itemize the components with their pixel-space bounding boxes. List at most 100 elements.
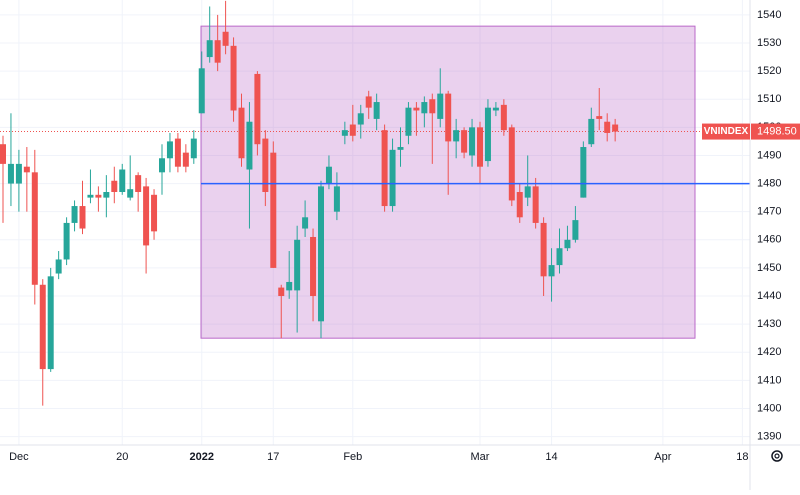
candle-body — [39, 284, 46, 370]
candle-body — [325, 166, 332, 184]
candle-body — [389, 149, 396, 207]
x-tick-label: 14 — [545, 451, 557, 463]
candle-body — [159, 158, 165, 173]
price-label: 1498.50 — [757, 125, 797, 137]
candle-body — [198, 68, 205, 114]
gear — [771, 450, 783, 462]
candle-body — [612, 124, 619, 132]
x-tick-label: Apr — [654, 451, 671, 463]
x-tick-label: 2022 — [190, 451, 214, 463]
candle-body — [532, 186, 539, 223]
candle-body — [318, 186, 324, 322]
candle-body — [230, 45, 237, 111]
candle-body — [310, 236, 317, 297]
candle-body — [445, 93, 452, 142]
candle-body — [23, 166, 30, 173]
y-tick-label: 1480 — [757, 177, 781, 189]
x-tick-label: Feb — [343, 451, 362, 463]
candle-body — [333, 186, 340, 212]
candle-body — [254, 73, 261, 145]
axes: 1390140014101420143014401450146014701480… — [9, 9, 800, 463]
candle-body — [143, 186, 150, 246]
candle-body — [524, 186, 531, 198]
candle-body — [357, 113, 364, 125]
candle-body — [135, 175, 142, 192]
candle-body — [7, 163, 14, 184]
candle-body — [437, 93, 444, 119]
y-tick-label: 1460 — [757, 234, 781, 246]
symbol-label: VNINDEX — [704, 126, 749, 137]
candle-body — [71, 206, 78, 223]
plot — [0, 0, 750, 406]
candle-body — [413, 107, 420, 111]
candle-body — [286, 281, 293, 291]
candle-body — [278, 287, 285, 297]
candle-body — [15, 163, 22, 184]
candle-body — [341, 130, 348, 136]
candle-body — [540, 222, 547, 277]
x-tick-label: 20 — [116, 451, 128, 463]
candle-body — [492, 107, 499, 111]
candle-body — [63, 222, 70, 260]
candle-body — [214, 40, 221, 63]
candle-body — [166, 141, 173, 159]
candle-body — [572, 220, 579, 240]
candle-body — [238, 107, 245, 159]
candle-body — [95, 194, 102, 198]
price-badge — [751, 123, 800, 140]
candle-body — [262, 138, 269, 192]
candle-body — [127, 189, 134, 198]
y-tick-label: 1450 — [757, 262, 781, 274]
x-tick-label: Mar — [471, 451, 490, 463]
candle-body — [548, 265, 555, 277]
x-tick-label: 18 — [736, 451, 748, 463]
y-tick-label: 1420 — [757, 346, 781, 358]
y-tick-label: 1400 — [757, 402, 781, 414]
candle-body — [516, 191, 523, 218]
y-tick-label: 1530 — [757, 37, 781, 49]
candle-body — [429, 99, 436, 114]
x-tick-label: 17 — [267, 451, 279, 463]
candle-body — [222, 31, 229, 46]
candle-body — [461, 130, 468, 153]
candle-body — [508, 127, 515, 201]
candle-body — [588, 118, 595, 145]
candle-body — [87, 194, 94, 198]
candle-body — [174, 138, 181, 167]
candle-body — [55, 259, 62, 274]
candle-body — [453, 130, 460, 142]
candle-body — [206, 40, 213, 58]
candle-body — [596, 116, 603, 119]
candle-body — [604, 121, 611, 133]
candle-body — [500, 104, 507, 131]
candle-body — [0, 144, 6, 164]
candle-body — [564, 239, 571, 249]
candle-body — [484, 107, 491, 162]
candle-body — [294, 239, 301, 291]
candle-body — [190, 138, 197, 159]
gear-hub — [774, 453, 780, 459]
candle-body — [111, 180, 118, 192]
candle-body — [270, 152, 277, 268]
settings-icon[interactable] — [771, 450, 783, 462]
symbol-badge — [702, 123, 750, 140]
candle-body — [182, 152, 189, 167]
candle-body — [79, 206, 86, 229]
candle-body — [381, 130, 388, 207]
candle-body — [47, 276, 54, 370]
y-tick-label: 1520 — [757, 65, 781, 77]
candle-body — [477, 127, 483, 167]
candle-body — [103, 191, 110, 198]
candle-body — [246, 121, 253, 170]
y-tick-label: 1390 — [757, 430, 781, 442]
candle-body — [421, 102, 428, 114]
candle-body — [31, 172, 38, 285]
candle-body — [405, 107, 412, 136]
y-tick-label: 1440 — [757, 290, 781, 302]
candle-body — [580, 147, 587, 198]
candle-body — [119, 169, 126, 192]
candle-body — [469, 127, 476, 156]
y-tick-label: 1540 — [757, 9, 781, 21]
candle-body — [151, 194, 158, 232]
